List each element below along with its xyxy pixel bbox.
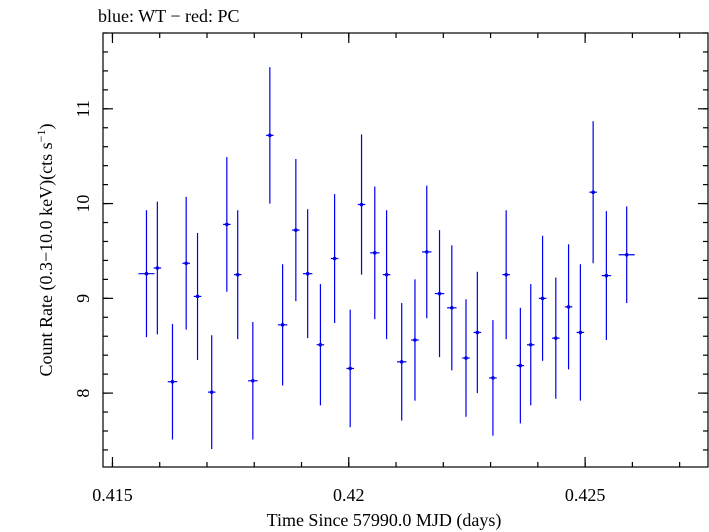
data-point xyxy=(248,322,258,440)
x-tick-label: 0.42 xyxy=(333,485,365,505)
point-marker xyxy=(424,250,429,254)
point-marker xyxy=(604,273,609,278)
point-marker xyxy=(624,252,629,257)
x-tick-label: 0.415 xyxy=(92,485,133,505)
point-marker xyxy=(170,379,175,384)
data-point xyxy=(447,245,457,371)
point-marker xyxy=(294,228,298,232)
point-marker xyxy=(372,251,377,255)
data-point xyxy=(167,323,178,440)
data-point xyxy=(489,320,497,436)
data-point xyxy=(516,307,525,424)
data-point xyxy=(357,134,366,275)
data-point xyxy=(277,264,288,386)
plot-frame xyxy=(102,32,709,468)
data-point xyxy=(153,201,162,335)
data-point xyxy=(233,210,242,340)
data-point xyxy=(422,185,432,319)
y-tick-label: 8 xyxy=(73,389,93,398)
point-marker xyxy=(475,330,480,335)
data-point xyxy=(601,211,612,341)
data-point xyxy=(552,277,560,399)
data-point xyxy=(396,303,407,421)
data-point xyxy=(346,309,354,428)
data-point xyxy=(223,157,231,292)
y-tick-label: 9 xyxy=(73,294,93,303)
data-point xyxy=(207,335,216,449)
point-marker xyxy=(195,294,200,299)
point-marker xyxy=(578,330,583,335)
axis-ticks xyxy=(103,32,708,467)
point-marker xyxy=(540,296,545,301)
point-marker xyxy=(305,271,310,276)
data-point xyxy=(411,279,419,401)
data-point xyxy=(473,271,482,394)
point-marker xyxy=(491,376,495,380)
point-marker xyxy=(384,272,389,277)
point-marker xyxy=(450,306,454,310)
data-point xyxy=(316,284,325,406)
data-point xyxy=(526,284,535,406)
point-marker xyxy=(348,366,352,371)
data-point xyxy=(502,210,510,340)
y-axis-label: Count Rate (0.3−10.0 keV)(cts s−1) xyxy=(34,124,57,377)
point-marker xyxy=(359,202,364,207)
point-marker xyxy=(554,336,558,340)
point-marker xyxy=(332,256,337,261)
data-point xyxy=(193,232,202,360)
data-point xyxy=(292,159,300,302)
data-point xyxy=(462,299,470,417)
point-marker xyxy=(251,378,255,383)
y-tick-label: 11 xyxy=(73,100,93,117)
point-marker xyxy=(280,323,285,327)
data-point xyxy=(302,209,313,339)
data-point xyxy=(618,206,635,304)
point-marker xyxy=(504,272,508,277)
point-marker xyxy=(225,222,229,227)
data-point xyxy=(182,196,190,330)
x-tick-label: 0.425 xyxy=(565,485,606,505)
point-marker xyxy=(155,266,160,270)
point-marker xyxy=(464,356,468,360)
point-marker xyxy=(144,271,149,276)
point-marker xyxy=(518,363,523,368)
data-point xyxy=(382,210,391,340)
data-point xyxy=(564,244,573,370)
x-tick-labels: 0.415 0.42 0.425 xyxy=(92,485,605,505)
point-marker xyxy=(399,360,404,364)
point-marker xyxy=(235,272,240,277)
point-marker xyxy=(318,342,323,347)
y-tick-label: 10 xyxy=(73,195,93,213)
data-point xyxy=(434,230,445,358)
point-marker xyxy=(413,338,417,342)
point-marker xyxy=(209,390,214,394)
point-marker xyxy=(184,261,188,266)
x-axis-label: Time Since 57990.0 MJD (days) xyxy=(267,510,502,531)
y-axis-label-end: ) xyxy=(36,124,57,130)
point-marker xyxy=(566,305,571,309)
point-marker xyxy=(591,190,595,194)
data-point xyxy=(589,121,597,264)
data-point xyxy=(330,194,339,323)
data-points xyxy=(138,67,635,449)
point-marker xyxy=(437,291,442,296)
y-axis-label-main: Count Rate (0.3−10.0 keV)(cts s xyxy=(36,142,57,376)
y-tick-labels: 8 9 10 11 xyxy=(73,100,93,397)
y-axis-label-sup: −1 xyxy=(34,130,48,143)
data-point xyxy=(370,186,380,320)
chart-title: blue: WT − red: PC xyxy=(98,6,239,26)
data-point xyxy=(266,67,274,204)
point-marker xyxy=(528,342,533,347)
data-point xyxy=(538,235,547,361)
point-marker xyxy=(268,133,272,138)
data-point xyxy=(576,264,585,401)
data-point xyxy=(138,210,155,338)
